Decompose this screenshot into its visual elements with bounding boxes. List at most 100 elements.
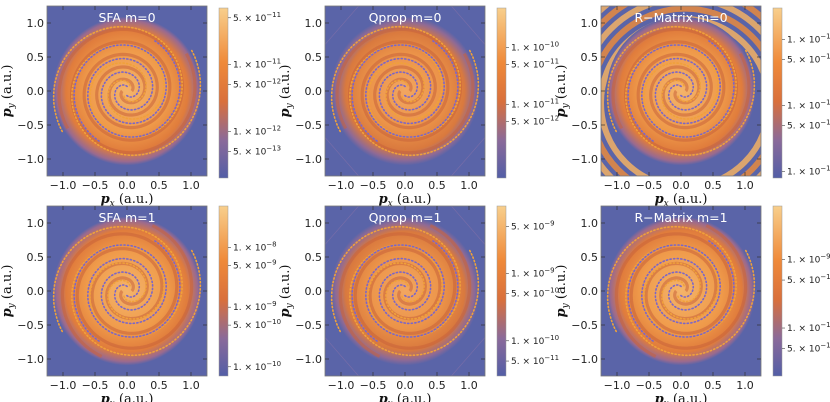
y-tick-label: −0.5 xyxy=(571,319,598,332)
y-tick-label: 1.0 xyxy=(305,217,323,230)
x-axis-label: px (a.u.) xyxy=(101,192,154,209)
model-spiral-dots xyxy=(625,244,756,357)
y-tick-label: −0.5 xyxy=(295,119,322,132)
spiral-fringe xyxy=(611,27,738,142)
spiral-fringe xyxy=(629,224,748,350)
colorbar-tick-label: 1. × 10−11 xyxy=(233,57,281,70)
colorbar xyxy=(219,206,228,376)
colorbar-tick-label: 1. × 10−8 xyxy=(233,241,277,254)
x-tick-label: −1.0 xyxy=(328,379,355,392)
spiral-fringe xyxy=(353,224,472,350)
panel-title: SFA m=1 xyxy=(98,210,155,225)
x-tick-label: 1.0 xyxy=(736,179,754,192)
y-tick-label: 1.0 xyxy=(27,217,45,230)
colorbar-tick-label: 1. × 10−10 xyxy=(511,334,559,347)
y-axis-label: py (a.u.) xyxy=(278,65,295,118)
spiral-fringe xyxy=(60,232,179,358)
model-spiral-dots xyxy=(349,244,480,357)
x-tick-label: 0.0 xyxy=(118,379,136,392)
colorbar-tick-label: 5. × 10−12 xyxy=(511,114,559,127)
y-tick-label: −1.0 xyxy=(295,153,322,166)
heatmap-area xyxy=(325,6,485,176)
panel-title: R−Matrix m=0 xyxy=(634,10,727,25)
colorbar-tick-label: 1. × 10−10 xyxy=(511,41,559,54)
y-tick-label: 0.5 xyxy=(581,251,599,264)
x-axis-label: px (a.u.) xyxy=(655,192,708,209)
x-tick-label: 0.0 xyxy=(672,379,690,392)
colorbar-tick-label: 5. × 10−12 xyxy=(233,78,281,91)
model-spiral-dots xyxy=(330,25,461,138)
x-axis-label: px (a.u.) xyxy=(101,392,154,402)
model-spiral-dots xyxy=(52,225,183,338)
model-spiral-dots xyxy=(349,44,480,157)
panel-1: SFA m=0 −1.0 −0.5 0.0 0.5 1.0 1.0 0.5 0.0 −0.5 −1.… xyxy=(0,5,281,209)
model-spiral-dots xyxy=(71,44,202,157)
colorbar-tick-label: 1. × 10−11 xyxy=(511,97,559,110)
spiral-fringe xyxy=(624,40,751,155)
colorbar-frame xyxy=(218,7,229,179)
x-tick-label: −0.5 xyxy=(82,179,109,192)
model-spiral-dots xyxy=(87,39,181,138)
heatmap-area xyxy=(47,6,207,176)
x-tick-label: 0.0 xyxy=(672,179,690,192)
x-tick-label: 0.5 xyxy=(428,179,446,192)
heatmap-area xyxy=(47,206,207,376)
y-tick-label: 1.0 xyxy=(581,217,599,230)
colorbar-tick-label: 1. × 10−9 xyxy=(233,300,277,313)
y-tick-label: 1.0 xyxy=(305,17,323,30)
y-tick-label: −1.0 xyxy=(571,353,598,366)
colorbar-frame xyxy=(496,7,507,179)
model-spiral-dots xyxy=(73,44,167,143)
colorbar-tick-label: 1. × 10−13 xyxy=(787,165,830,178)
x-tick-label: 1.0 xyxy=(182,379,200,392)
x-axis-label: px (a.u.) xyxy=(379,192,432,209)
x-tick-label: −1.0 xyxy=(50,379,77,392)
y-tick-label: 1.0 xyxy=(27,17,45,30)
x-tick-label: −1.0 xyxy=(604,379,631,392)
y-axis-label: py (a.u.) xyxy=(278,265,295,318)
spiral-fringe xyxy=(70,40,197,155)
x-tick-label: 0.5 xyxy=(150,379,168,392)
model-spiral-dots xyxy=(641,239,735,338)
colorbar-tick-label: 5. × 10−11 xyxy=(233,11,281,24)
panel-6: R−Matrix m=1 −1.0 −0.5 0.0 0.5 1.0 1.0 0.5 0.0 −0… xyxy=(554,205,830,402)
model-spiral-dots xyxy=(365,39,459,138)
y-tick-label: 0.5 xyxy=(27,51,45,64)
colorbar-tick-label: 5. × 10−11 xyxy=(511,354,559,367)
y-tick-label: 1.0 xyxy=(581,17,599,30)
colorbar xyxy=(219,8,228,178)
x-tick-label: 0.5 xyxy=(704,179,722,192)
x-tick-label: 0.5 xyxy=(428,379,446,392)
x-tick-label: −0.5 xyxy=(360,179,387,192)
x-tick-label: −0.5 xyxy=(636,179,663,192)
model-spiral-dots xyxy=(87,239,181,338)
y-tick-label: 0.5 xyxy=(27,251,45,264)
y-tick-label: −0.5 xyxy=(17,319,44,332)
model-spiral-dots xyxy=(625,44,756,157)
model-spiral-dots xyxy=(641,39,735,138)
spiral-fringe xyxy=(338,232,457,358)
colorbar-tick-label: 5. × 10−11 xyxy=(787,342,830,355)
x-tick-label: −0.5 xyxy=(636,379,663,392)
colorbar-frame xyxy=(772,7,783,179)
y-tick-label: 0.0 xyxy=(305,85,323,98)
y-tick-label: 0.0 xyxy=(581,285,599,298)
colorbar-tick-label: 1. × 10−11 xyxy=(787,33,830,46)
y-tick-label: 0.0 xyxy=(27,285,45,298)
x-tick-label: 0.0 xyxy=(396,379,414,392)
colorbar-tick-label: 5. × 10−13 xyxy=(233,144,281,157)
y-tick-label: 0.5 xyxy=(305,51,323,64)
colorbar-frame xyxy=(218,205,229,377)
colorbar xyxy=(773,8,782,178)
outer-ring xyxy=(601,6,761,176)
y-axis-label: py (a.u.) xyxy=(0,65,17,118)
model-spiral-dots xyxy=(351,244,445,343)
x-tick-label: 1.0 xyxy=(460,379,478,392)
colorbar-tick-label: 5. × 10−9 xyxy=(233,259,277,272)
x-tick-label: −1.0 xyxy=(604,179,631,192)
colorbar xyxy=(497,8,506,178)
panel-title: SFA m=0 xyxy=(98,10,155,25)
spiral-fringe xyxy=(348,40,475,155)
heatmap-area xyxy=(601,6,761,176)
colorbar-frame xyxy=(772,205,783,377)
